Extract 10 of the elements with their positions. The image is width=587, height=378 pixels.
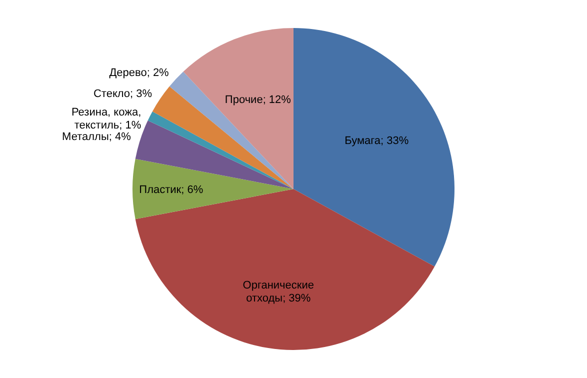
slice-label: Пластик; 6%	[139, 184, 204, 196]
slice-label: Прочие; 12%	[224, 94, 292, 106]
slice-label: Стекло; 3%	[93, 88, 152, 100]
pie-slice	[294, 28, 454, 267]
slice-label: Резина, кожа, текстиль; 1%	[71, 106, 142, 132]
pie-slice	[132, 158, 294, 220]
slice-label: Бумага; 33%	[344, 134, 409, 147]
slice-label: Дерево; 2%	[109, 66, 170, 79]
slice-label: Органические отходы; 39%	[242, 279, 314, 304]
slice-label: Металлы; 4%	[62, 131, 132, 144]
